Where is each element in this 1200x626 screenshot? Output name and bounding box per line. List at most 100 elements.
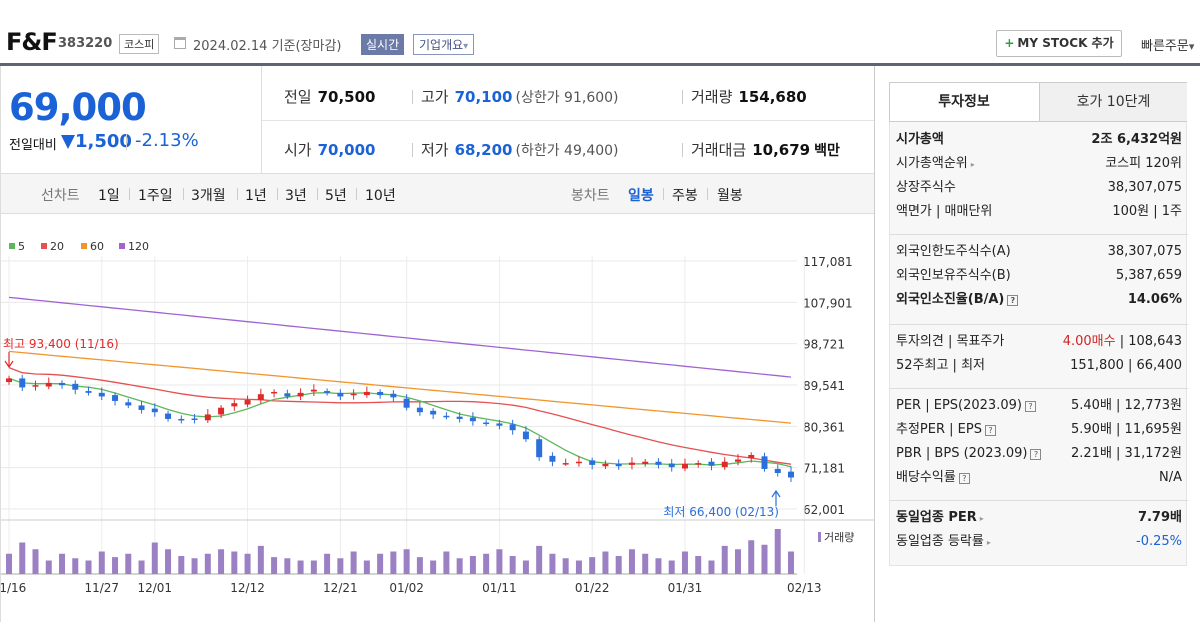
tab-5year[interactable]: 5년 bbox=[325, 188, 347, 204]
help-icon[interactable]: ? bbox=[1030, 449, 1042, 460]
volume-bar bbox=[721, 545, 728, 574]
info-value: 4.00매수 | 108,643 bbox=[1062, 334, 1182, 349]
tab-weekly[interactable]: 주봉 bbox=[672, 188, 698, 204]
candle-body bbox=[324, 391, 331, 393]
candle-body bbox=[695, 463, 702, 465]
volume-bar bbox=[708, 560, 715, 574]
candle-body bbox=[483, 422, 490, 425]
help-icon[interactable]: ? bbox=[1024, 401, 1036, 412]
candle-body bbox=[165, 413, 172, 419]
realtime-button[interactable]: 실시간 bbox=[361, 34, 405, 55]
volume-bar bbox=[85, 560, 92, 574]
volume-bar bbox=[734, 549, 741, 574]
max-price-label: 최고 93,400 (11/16) bbox=[3, 337, 119, 351]
volume-bar bbox=[390, 551, 397, 574]
volume-bar bbox=[45, 560, 52, 574]
help-icon[interactable]: ? bbox=[984, 425, 996, 436]
info-row: 배당수익률? N/A bbox=[896, 468, 1182, 488]
candle-body bbox=[284, 393, 291, 397]
tab-3year[interactable]: 3년 bbox=[285, 188, 307, 204]
info-value: 151,800 | 66,400 bbox=[1070, 358, 1182, 373]
invest-tabs: 투자정보 호가 10단계 bbox=[889, 82, 1187, 122]
x-tick-label: 01/22 bbox=[575, 581, 610, 595]
current-price: 69,000 bbox=[9, 86, 147, 129]
candle-body bbox=[575, 461, 582, 464]
tab-1day[interactable]: 1일 bbox=[98, 188, 120, 204]
tab-3month[interactable]: 3개월 bbox=[191, 188, 226, 204]
candle-body bbox=[509, 424, 516, 431]
candle-body bbox=[615, 463, 622, 467]
calendar-icon bbox=[174, 37, 186, 49]
legend-label: 5 bbox=[18, 240, 25, 253]
line-chart-label: 선차트 bbox=[41, 188, 80, 204]
ma5-line bbox=[8, 377, 792, 468]
period-tabs: 선차트 1일 1주일 3개월 1년 3년 5년 10년 봉차트 일봉 주봉 월봉 bbox=[0, 174, 874, 214]
legend-swatch bbox=[81, 243, 87, 249]
x-tick-label: 11/16 bbox=[1, 581, 26, 595]
info-row: PBR | BPS (2023.09)? 2.21배 | 31,172원 bbox=[896, 444, 1182, 464]
volume-bar bbox=[165, 549, 172, 574]
volume-bar bbox=[655, 558, 662, 574]
legend-swatch bbox=[818, 532, 821, 542]
tab-quote-10[interactable]: 호가 10단계 bbox=[1039, 83, 1187, 121]
candle-body bbox=[628, 462, 635, 465]
info-row: 시가총액 2조 6,432억원 bbox=[896, 130, 1182, 150]
volume-bar bbox=[151, 542, 158, 574]
info-row: 투자의견 | 목표주가 4.00매수 | 108,643 bbox=[896, 332, 1182, 352]
volume-bar bbox=[509, 556, 516, 574]
volume-bar bbox=[257, 545, 264, 574]
candle-body bbox=[430, 410, 437, 415]
candle-body bbox=[522, 431, 529, 440]
candle-body bbox=[761, 456, 768, 469]
candle-body bbox=[363, 391, 370, 396]
volume-bar bbox=[469, 556, 476, 574]
volume-bar bbox=[575, 560, 582, 574]
y-tick-label: 107,901 bbox=[803, 296, 853, 310]
arrow-right-icon[interactable]: ▸ bbox=[970, 160, 975, 169]
min-price-label: 최저 66,400 (02/13) bbox=[663, 505, 779, 519]
tab-1week[interactable]: 1주일 bbox=[138, 188, 173, 204]
candle-body bbox=[562, 463, 569, 465]
down-triangle-icon bbox=[61, 135, 75, 149]
info-label: 액면가 | 매매단위 bbox=[896, 204, 993, 219]
price-chart[interactable]: 5 20 60 120 117,081 107,901 98,721 89,541 80,361… bbox=[0, 214, 875, 622]
volume-bar bbox=[59, 553, 66, 574]
candle-body bbox=[45, 382, 52, 387]
arrow-right-icon[interactable]: ▸ bbox=[979, 514, 984, 523]
stock-code: 383220 bbox=[58, 36, 113, 51]
tab-daily[interactable]: 일봉 bbox=[628, 188, 654, 204]
volume-bar bbox=[681, 551, 688, 574]
y-tick-label: 89,541 bbox=[803, 379, 845, 393]
candle-body bbox=[655, 461, 662, 465]
x-tick-label: 02/13 bbox=[787, 581, 822, 595]
info-value: 14.06% bbox=[1127, 292, 1182, 307]
quick-order-button[interactable]: 빠른주문▾ bbox=[1141, 39, 1195, 54]
tab-invest-info[interactable]: 투자정보 bbox=[890, 83, 1038, 121]
info-label: PER | EPS(2023.09)? bbox=[896, 396, 1036, 416]
arrow-right-icon[interactable]: ▸ bbox=[986, 538, 991, 547]
x-tick-label: 12/01 bbox=[137, 581, 172, 595]
divider bbox=[890, 234, 1188, 235]
volume-bar bbox=[456, 558, 463, 574]
tab-10year[interactable]: 10년 bbox=[365, 188, 396, 204]
legend-swatch bbox=[119, 243, 125, 249]
tab-monthly[interactable]: 월봉 bbox=[717, 188, 743, 204]
info-label: PBR | BPS (2023.09)? bbox=[896, 444, 1042, 464]
max-arrow-icon bbox=[4, 360, 14, 369]
help-icon[interactable]: ? bbox=[958, 473, 970, 484]
x-tick-label: 12/21 bbox=[323, 581, 358, 595]
candle-body bbox=[337, 392, 344, 397]
candle-body bbox=[125, 402, 132, 406]
info-row: 시가총액순위 ▸ 코스피 120위 bbox=[896, 154, 1182, 174]
volume-bar bbox=[72, 558, 79, 574]
info-value: 2조 6,432억원 bbox=[1091, 132, 1182, 147]
info-value: 5.40배 | 12,773원 bbox=[1071, 398, 1182, 413]
candle-body bbox=[469, 417, 476, 422]
price-summary: 69,000 전일대비 1,500 -2.13% bbox=[0, 66, 262, 174]
candle-body bbox=[6, 378, 12, 383]
company-overview-button[interactable]: 기업개요▾ bbox=[413, 34, 475, 55]
help-icon[interactable]: ? bbox=[1007, 295, 1019, 306]
tab-1year[interactable]: 1년 bbox=[245, 188, 267, 204]
candle-body bbox=[297, 392, 304, 397]
add-my-stock-button[interactable]: + MY STOCK 추가 bbox=[996, 30, 1122, 57]
